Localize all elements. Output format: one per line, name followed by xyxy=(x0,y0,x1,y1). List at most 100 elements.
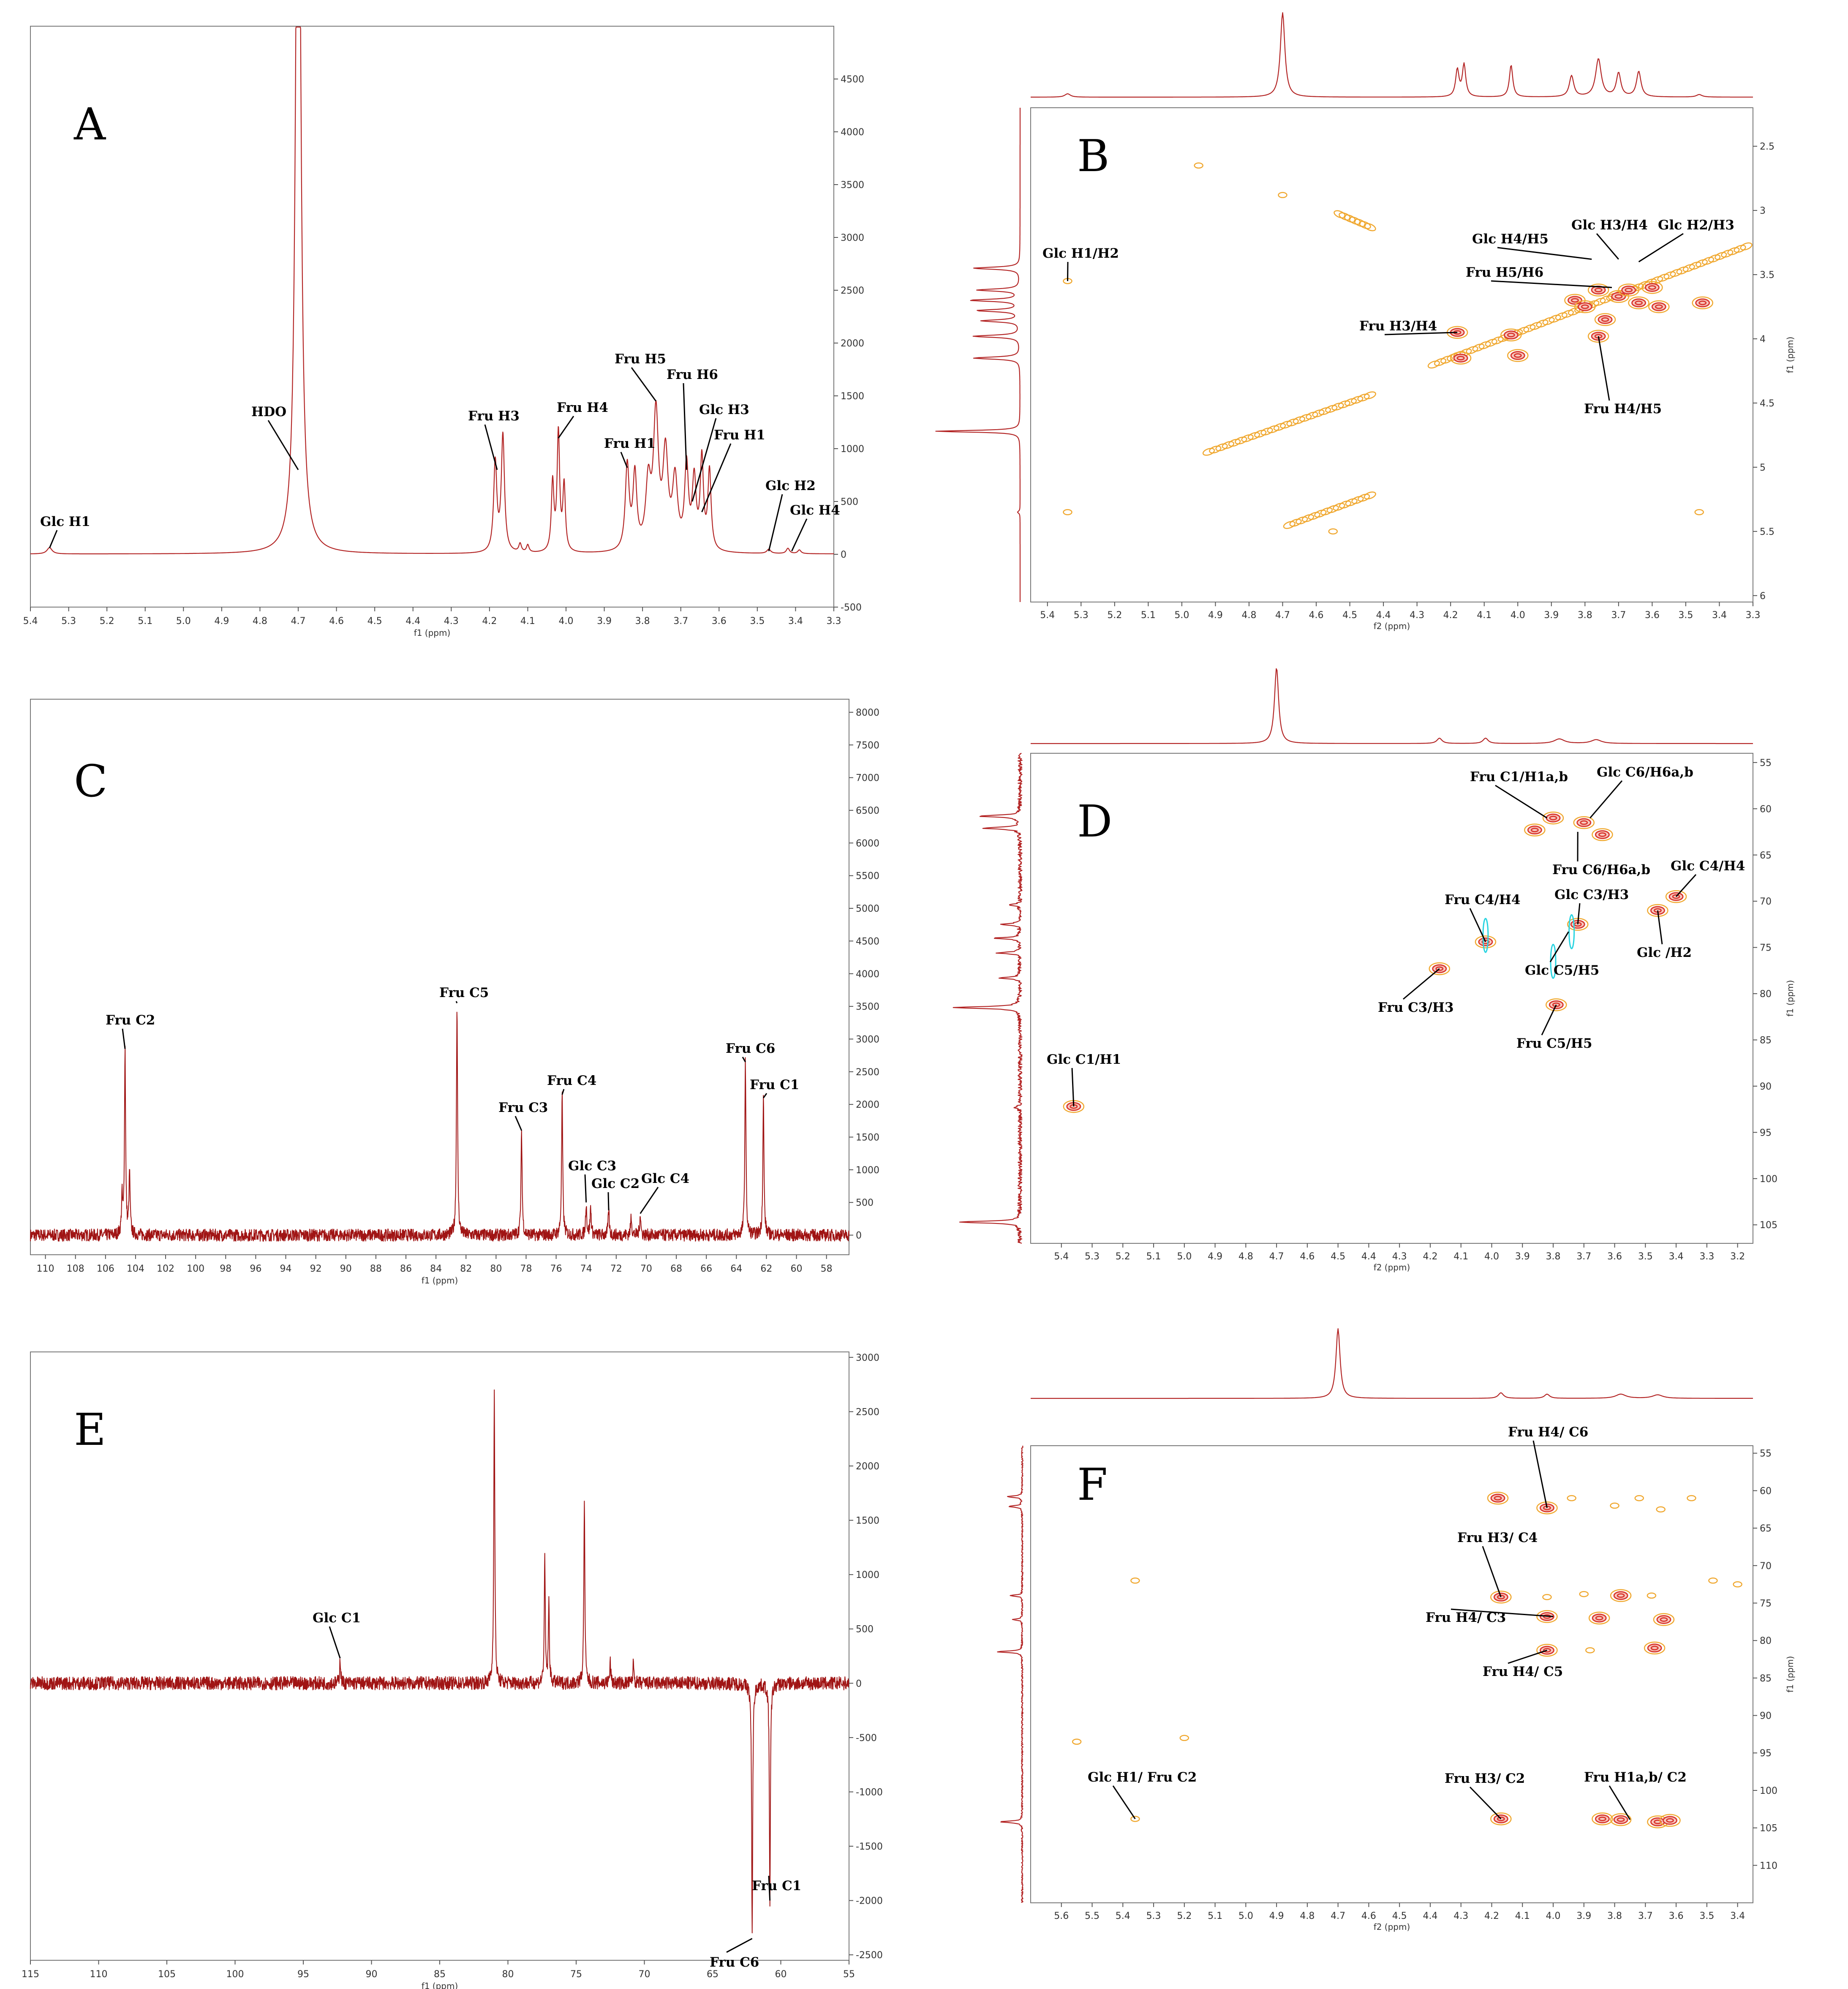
y-tick-label: 4000 xyxy=(856,969,879,980)
y-tick-label: 6500 xyxy=(856,806,879,816)
x-tick-label: 4.9 xyxy=(1208,1251,1222,1262)
x-tick-label: 108 xyxy=(67,1264,84,1274)
y-tick-label: -500 xyxy=(841,602,862,613)
cross-peak xyxy=(1536,1501,1558,1515)
x-tick-label: 4.4 xyxy=(1376,610,1391,621)
diagonal-contour xyxy=(1345,498,1358,507)
x-tick-label: 3.5 xyxy=(1699,1911,1714,1921)
x-axis-label: f1 (ppm) xyxy=(422,1275,458,1286)
diagonal-contour xyxy=(1267,425,1279,433)
peak-label: Glc C1/H1 xyxy=(1047,1052,1121,1067)
diagonal-contour xyxy=(1663,271,1676,280)
peak-leader xyxy=(1071,1068,1075,1107)
diagonal-contour xyxy=(1326,505,1339,513)
x-tick-label: 3.7 xyxy=(1576,1251,1591,1262)
peak-leader xyxy=(1541,1004,1557,1035)
spectrum-trace xyxy=(30,1389,849,1934)
x-tick-label: 5.3 xyxy=(61,616,76,627)
side-projection xyxy=(997,1445,1023,1903)
x-tick-label: 5.4 xyxy=(1040,610,1055,621)
x-tick-label: 5.0 xyxy=(176,616,191,627)
peak-leader xyxy=(49,530,58,548)
diagonal-contour xyxy=(1344,214,1356,223)
x-tick-label: 3.3 xyxy=(1746,610,1761,621)
panel-letter: D xyxy=(1077,796,1112,847)
peak-leader xyxy=(631,367,657,402)
cross-peak xyxy=(1653,1613,1675,1626)
peak-label: Fru H5/H6 xyxy=(1466,265,1543,280)
x-tick-label: 110 xyxy=(37,1264,54,1274)
x-tick-label: 5.5 xyxy=(1085,1911,1100,1921)
diagonal-contour xyxy=(1228,439,1241,447)
cross-peak xyxy=(1666,1818,1674,1823)
peak-leader xyxy=(514,1116,523,1131)
plot-frame xyxy=(1030,753,1753,1244)
cross-peak xyxy=(1610,1813,1632,1826)
cross-peak xyxy=(1194,162,1203,169)
panel-letter: A xyxy=(73,98,106,150)
diagonal-contour xyxy=(1247,432,1260,440)
diagonal-contour xyxy=(1289,518,1302,527)
peak-label: Fru C1 xyxy=(752,1878,801,1894)
peak-leader xyxy=(1112,1785,1136,1820)
cross-peak xyxy=(1594,313,1616,326)
y-tick-label: 1000 xyxy=(841,444,864,455)
peak-leader xyxy=(455,1001,458,1003)
peak-label: Glc H1/ Fru C2 xyxy=(1088,1770,1197,1785)
y-tick-label: 110 xyxy=(1760,1861,1777,1871)
peak-label: Glc C6/H6a,b xyxy=(1597,765,1693,780)
peak-leader xyxy=(768,1875,771,1901)
cross-peak xyxy=(1587,330,1609,343)
y-tick-label: 55 xyxy=(1760,758,1772,768)
cross-peak xyxy=(1487,1491,1509,1505)
peak-leader xyxy=(558,416,574,439)
cross-peak xyxy=(1542,811,1564,825)
x-tick-label: 3.3 xyxy=(1699,1251,1714,1262)
cross-peak xyxy=(1570,298,1579,303)
x-tick-label: 4.8 xyxy=(253,616,267,627)
cross-peak xyxy=(1530,828,1539,833)
peak-label: Fru C4 xyxy=(547,1073,596,1088)
peak-label: Fru H1a,b/ C2 xyxy=(1584,1770,1687,1785)
diagonal-contour xyxy=(1351,496,1364,504)
y-tick-label: 4000 xyxy=(841,127,864,138)
diagonal-contour xyxy=(1542,317,1555,325)
panel-letter: F xyxy=(1077,1459,1108,1510)
peak-leader xyxy=(1508,1649,1547,1664)
x-tick-label: 110 xyxy=(90,1969,108,1980)
y-tick-label: 90 xyxy=(1760,1082,1772,1092)
y-tick-label: 500 xyxy=(856,1198,874,1208)
x-tick-label: 4.8 xyxy=(1300,1911,1315,1921)
peak-leader xyxy=(1403,968,1440,1000)
cross-peak xyxy=(1500,328,1522,342)
x-tick-label: 4.4 xyxy=(1423,1911,1437,1921)
peak-label: Glc C5/H5 xyxy=(1525,963,1599,978)
y-axis-label: f1 (ppm) xyxy=(1785,1656,1795,1693)
peak-leader xyxy=(329,1626,341,1659)
cross-peak xyxy=(1513,353,1522,358)
x-tick-label: 4.6 xyxy=(1309,610,1324,621)
x-tick-label: 4.1 xyxy=(1515,1911,1530,1921)
panel-f: 5.6 5.5 5.4 5.3 5.2 5.1 5.0 4.9 4.8 4.7 4.6 4.5 4.4 4… xyxy=(997,1328,1795,1932)
cross-peak xyxy=(1592,1812,1613,1826)
y-tick-label: 95 xyxy=(1760,1748,1772,1759)
peak-label: HDO xyxy=(251,404,286,420)
top-projection xyxy=(1031,668,1753,744)
cross-peak xyxy=(1579,1591,1589,1597)
diagonal-contour xyxy=(1485,338,1497,347)
cross-peak xyxy=(1628,296,1649,310)
cross-peak xyxy=(1536,1610,1558,1623)
cross-peak xyxy=(1494,1496,1502,1501)
peak-label: Glc H1/H2 xyxy=(1042,246,1119,261)
x-tick-label: 3.6 xyxy=(1607,1251,1622,1262)
diagonal-contour xyxy=(1241,434,1254,442)
y-tick-label: 3500 xyxy=(841,180,864,191)
y-tick-label: 1500 xyxy=(856,1133,879,1143)
diagonal-contour xyxy=(1308,512,1320,520)
x-tick-label: 5.2 xyxy=(1116,1251,1130,1262)
y-tick-label: 85 xyxy=(1760,1673,1772,1684)
x-tick-label: 4.8 xyxy=(1238,1251,1253,1262)
cross-peak xyxy=(1581,304,1589,309)
y-tick-label: 2000 xyxy=(856,1100,879,1110)
x-tick-label: 5.4 xyxy=(1116,1911,1130,1921)
